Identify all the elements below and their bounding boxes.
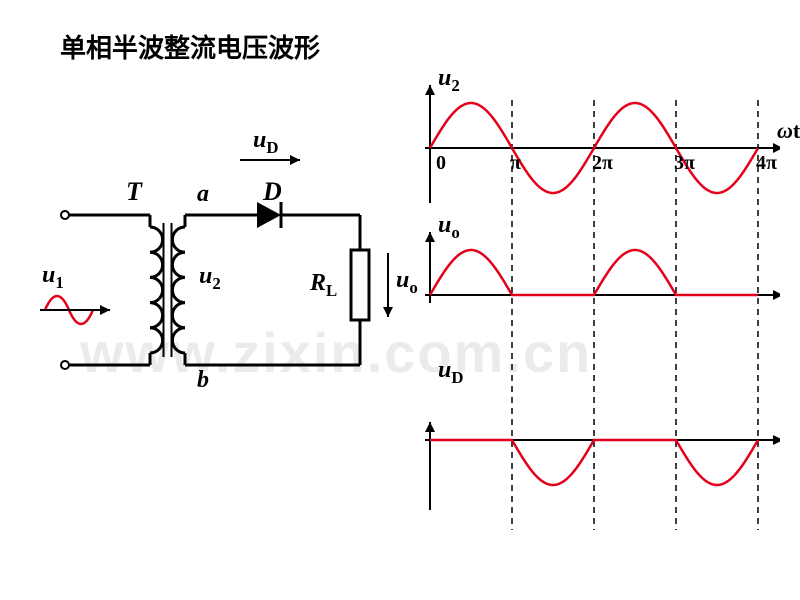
label-uD-top: uD bbox=[253, 127, 278, 158]
label-T: T bbox=[126, 177, 142, 207]
tick-0: 0 bbox=[436, 152, 446, 175]
label-node-b: b bbox=[197, 367, 209, 394]
tick-2pi: 2π bbox=[592, 152, 613, 175]
tick-pi: π bbox=[510, 152, 521, 175]
axis-label-wt: ωt bbox=[777, 118, 800, 144]
graph-label-uo: uo bbox=[438, 212, 460, 243]
label-u2: u2 bbox=[199, 263, 221, 294]
label-uo: uo bbox=[396, 267, 418, 298]
waveform-graphs bbox=[410, 60, 780, 560]
label-RL: RL bbox=[310, 270, 337, 301]
tick-4pi: 4π bbox=[756, 152, 777, 175]
label-u1: u1 bbox=[42, 262, 64, 293]
label-node-a: a bbox=[197, 181, 209, 208]
graph-label-u2: u2 bbox=[438, 65, 460, 96]
tick-3pi: 3π bbox=[674, 152, 695, 175]
graph-label-uD: uD bbox=[438, 357, 463, 388]
page-title: 单相半波整流电压波形 bbox=[60, 28, 320, 65]
label-D: D bbox=[263, 177, 282, 207]
